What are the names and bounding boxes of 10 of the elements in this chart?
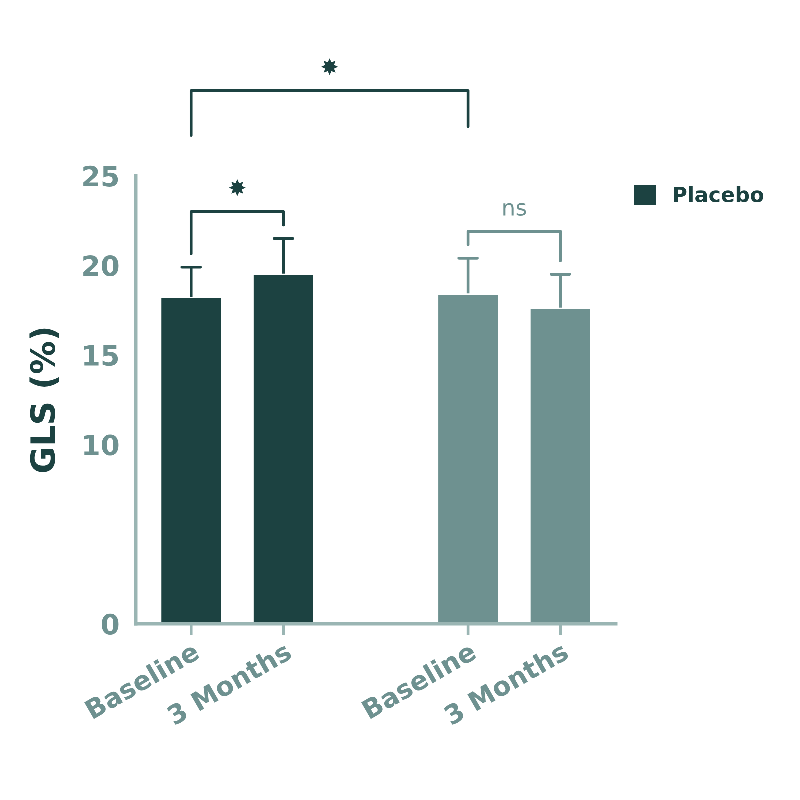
y-tick-label: 10	[84, 434, 119, 456]
annotation: ns	[504, 203, 526, 216]
y-tick-label: 0	[102, 614, 119, 635]
legend-label: Placebo	[674, 186, 764, 203]
text: ✸	[321, 58, 338, 76]
y-tick-label: 25	[84, 166, 118, 187]
y-tick-label: 15	[84, 346, 118, 366]
y-tick-label: 20	[84, 256, 119, 277]
y-axis-title: GLS (%)	[30, 328, 60, 472]
annotation: ✸	[229, 180, 246, 196]
